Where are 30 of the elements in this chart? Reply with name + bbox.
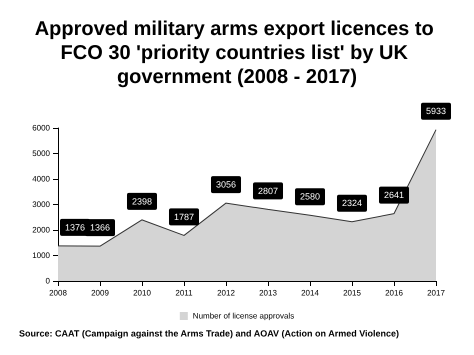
chart-title: Approved military arms export licences to FCO 30 'priority countries list' by UK government (2008 - 2017) [34,18,440,88]
x-tick-label: 2008 [49,288,68,298]
y-tick-label: 4000 [32,174,51,184]
x-tick-label: 2013 [259,288,278,298]
x-tick-label: 2017 [427,288,446,298]
y-tick-label: 6000 [32,124,51,132]
data-label: 1787 [174,212,194,222]
x-tick-label: 2009 [91,288,110,298]
data-label: 2807 [258,186,278,196]
source-note: Source: CAAT (Campaign against the Arms Trade) and AOAV (Action on Armed Violence) [19,328,400,338]
y-tick-label: 3000 [32,200,51,209]
data-label: 2641 [384,190,404,200]
x-tick-label: 2015 [343,288,362,298]
x-tick-label: 2011 [175,288,194,298]
data-label: 2580 [300,192,320,202]
y-tick-label: 5000 [32,149,51,158]
x-tick-label: 2014 [301,288,320,298]
data-label: 1376 [64,222,86,232]
x-tick-label: 2016 [385,288,404,298]
data-label: 5933 [426,106,446,116]
data-label: 2324 [342,198,362,208]
data-label: 2398 [132,196,152,206]
legend-label: Number of license approvals [192,312,294,320]
data-label: 3056 [216,180,236,190]
x-tick-label: 2012 [217,288,236,298]
y-tick-label: 1000 [32,251,51,260]
y-tick-label: 2000 [32,226,51,234]
y-tick-label: 0 [46,276,51,286]
x-tick-label: 2010 [133,288,152,298]
data-label: 1366 [90,222,110,233]
